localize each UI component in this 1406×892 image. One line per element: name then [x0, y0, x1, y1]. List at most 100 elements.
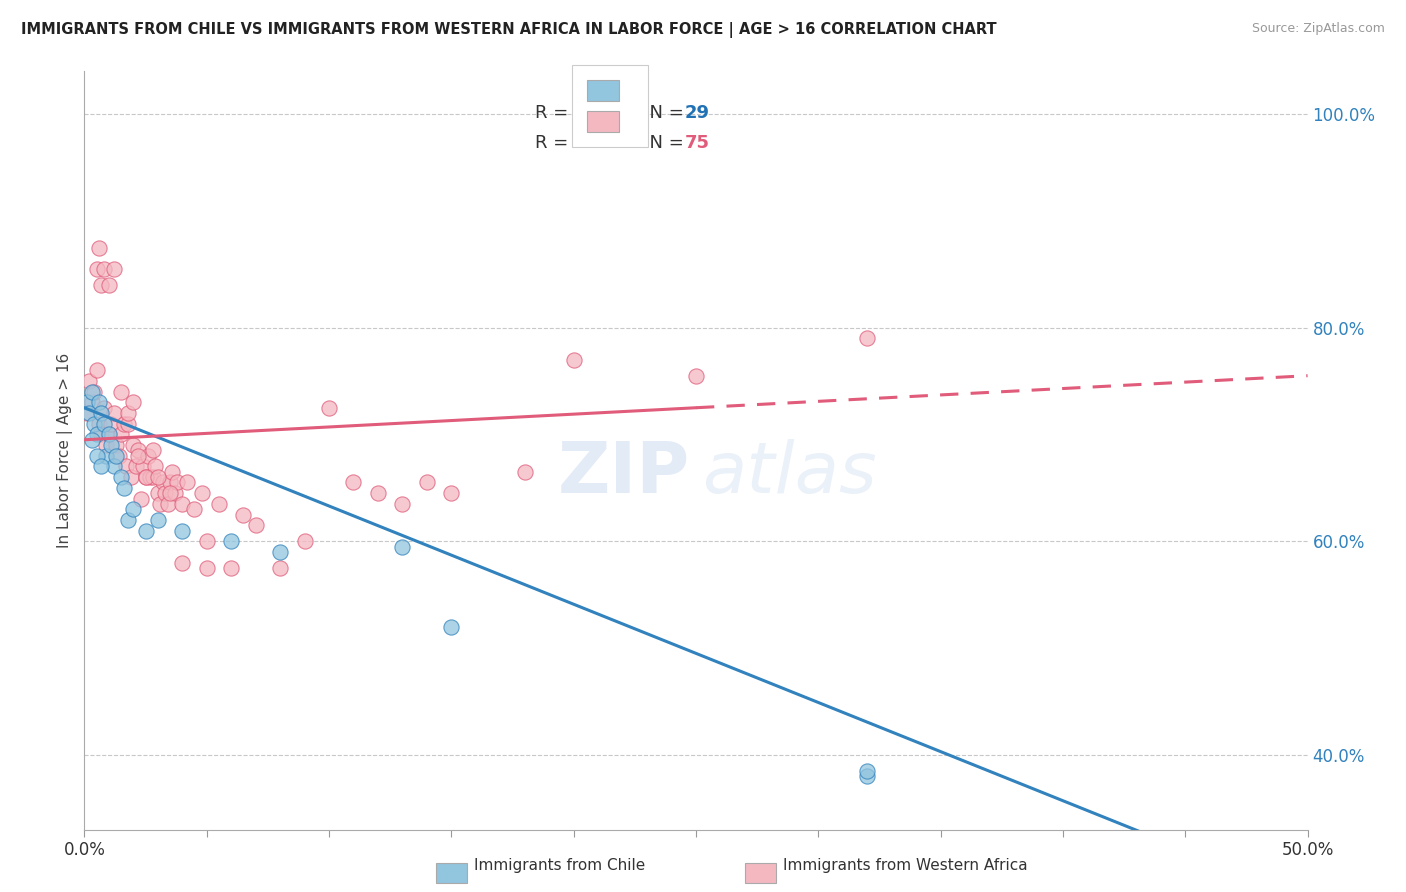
Point	[139, 470, 162, 484]
Point	[142, 443, 165, 458]
Point	[86, 427, 108, 442]
Point	[90, 459, 112, 474]
Point	[856, 331, 879, 345]
Point	[112, 481, 135, 495]
Text: Source: ZipAtlas.com: Source: ZipAtlas.com	[1251, 22, 1385, 36]
Point	[135, 470, 157, 484]
Point	[117, 417, 139, 431]
Point	[110, 427, 132, 442]
Point	[440, 486, 463, 500]
Point	[90, 277, 112, 292]
Point	[117, 406, 139, 420]
Point	[122, 502, 145, 516]
Point	[125, 459, 148, 474]
Point	[195, 534, 218, 549]
Point	[87, 417, 110, 431]
Point	[318, 401, 340, 415]
Point	[83, 384, 105, 399]
Point	[77, 374, 100, 388]
Point	[76, 395, 98, 409]
Y-axis label: In Labor Force | Age > 16: In Labor Force | Age > 16	[58, 353, 73, 548]
Point	[191, 486, 214, 500]
Point	[149, 497, 172, 511]
Point	[685, 368, 707, 383]
Point	[80, 384, 103, 399]
Point	[172, 524, 194, 538]
Point	[208, 497, 231, 511]
Point	[162, 465, 184, 479]
Text: atlas: atlas	[702, 439, 877, 508]
Point	[146, 486, 169, 500]
Point	[269, 545, 291, 559]
Point	[115, 459, 138, 474]
Point	[93, 417, 115, 431]
Point	[97, 427, 120, 442]
Text: 29: 29	[685, 104, 710, 122]
Text: 0.168: 0.168	[582, 135, 633, 153]
Point	[110, 384, 132, 399]
Point	[135, 470, 157, 484]
Point	[176, 475, 198, 490]
Point	[96, 438, 118, 452]
Point	[294, 534, 316, 549]
Point	[80, 433, 103, 447]
Point	[166, 475, 188, 490]
Point	[110, 470, 132, 484]
Point	[416, 475, 439, 490]
Point	[103, 261, 125, 276]
Point	[163, 486, 186, 500]
Text: ZIP: ZIP	[558, 439, 690, 508]
Point	[440, 620, 463, 634]
Point	[146, 470, 169, 484]
Point	[856, 764, 879, 778]
Point	[105, 449, 128, 463]
Point	[183, 502, 205, 516]
Point	[112, 417, 135, 431]
Point	[107, 449, 129, 463]
Text: R =: R =	[534, 104, 574, 122]
Point	[83, 417, 105, 431]
Point	[122, 395, 145, 409]
Point	[172, 556, 194, 570]
Point	[132, 459, 155, 474]
Point	[156, 497, 179, 511]
Point	[87, 241, 110, 255]
Point	[122, 438, 145, 452]
Point	[391, 540, 413, 554]
Point	[562, 352, 585, 367]
Point	[86, 449, 108, 463]
Point	[513, 465, 536, 479]
Point	[152, 475, 174, 490]
Point	[117, 513, 139, 527]
Text: N =: N =	[638, 104, 690, 122]
Point	[90, 427, 112, 442]
Point	[142, 470, 165, 484]
Text: R =: R =	[534, 135, 579, 153]
Point	[159, 475, 181, 490]
Point	[367, 486, 389, 500]
Text: N =: N =	[638, 135, 690, 153]
Point	[195, 561, 218, 575]
Point	[97, 277, 120, 292]
Point	[129, 491, 152, 506]
Point	[97, 427, 120, 442]
Point	[143, 459, 166, 474]
Point	[93, 261, 115, 276]
Text: Immigrants from Chile: Immigrants from Chile	[474, 858, 645, 872]
Point	[77, 406, 100, 420]
Legend: , : ,	[572, 65, 648, 146]
Point	[103, 459, 125, 474]
Point	[269, 561, 291, 575]
Point	[856, 769, 879, 783]
Point	[146, 513, 169, 527]
Point	[100, 417, 122, 431]
Point	[100, 438, 122, 452]
Point	[120, 470, 142, 484]
Point	[96, 449, 118, 463]
Point	[80, 395, 103, 409]
Point	[127, 443, 149, 458]
Point	[93, 401, 115, 415]
Point	[76, 406, 98, 420]
Text: IMMIGRANTS FROM CHILE VS IMMIGRANTS FROM WESTERN AFRICA IN LABOR FORCE | AGE > 1: IMMIGRANTS FROM CHILE VS IMMIGRANTS FROM…	[21, 22, 997, 38]
Point	[87, 395, 110, 409]
